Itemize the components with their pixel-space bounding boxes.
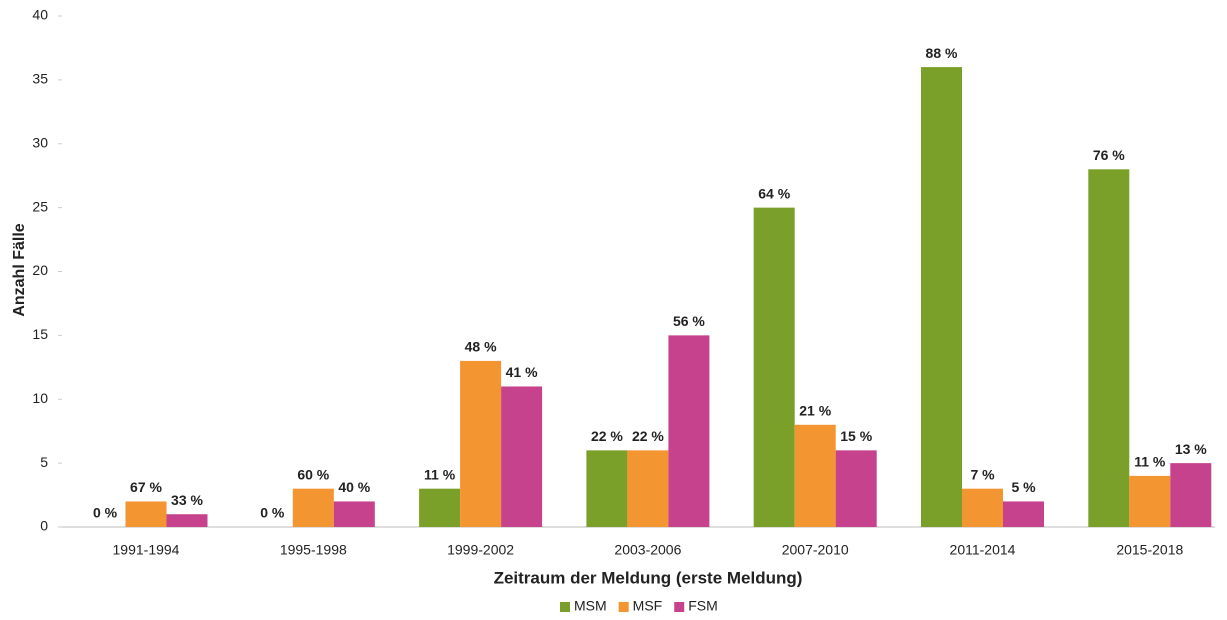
y-tick-label: 40 — [32, 7, 48, 23]
x-tick-label: 2003-2006 — [614, 542, 681, 558]
x-tick-label: 1995-1998 — [280, 542, 347, 558]
data-label: 60 % — [297, 466, 329, 482]
legend-swatch — [618, 602, 629, 612]
data-label: 41 % — [506, 364, 538, 380]
x-tick-label: 2011-2014 — [950, 542, 1016, 558]
bar — [125, 501, 167, 527]
data-label: 7 % — [970, 466, 995, 482]
bar — [921, 67, 962, 527]
bar — [1129, 475, 1171, 527]
data-label: 76 % — [1093, 147, 1125, 163]
data-label: 0 % — [260, 505, 285, 521]
bar — [794, 424, 836, 527]
y-tick-label: 30 — [32, 134, 48, 150]
x-tick-label: 1999-2002 — [447, 542, 514, 558]
bar — [460, 360, 502, 527]
y-tick-label: 25 — [32, 198, 48, 214]
legend-swatch — [674, 602, 685, 612]
data-label: 21 % — [799, 403, 831, 419]
data-label: 56 % — [673, 313, 705, 329]
legend-label: MSF — [633, 598, 663, 614]
y-axis-label: Anzahl Fälle — [11, 223, 28, 316]
y-tick-label: 15 — [32, 326, 48, 342]
x-tick-label: 2007-2010 — [782, 542, 849, 558]
legend-swatch — [560, 602, 570, 612]
bar — [835, 450, 877, 527]
data-label: 67 % — [130, 479, 162, 495]
x-axis-label: Zeitraum der Meldung (erste Meldung) — [494, 568, 803, 587]
bar — [1088, 169, 1130, 528]
legend-label: FSM — [688, 598, 718, 614]
bar — [1003, 501, 1044, 527]
data-label: 0 % — [93, 505, 118, 521]
bar — [962, 488, 1003, 527]
bar — [292, 488, 334, 527]
y-tick-label: 20 — [32, 262, 48, 278]
y-tick-label: 5 — [40, 454, 48, 470]
y-tick-label: 0 — [40, 518, 48, 534]
bar — [166, 514, 208, 527]
data-label: 88 % — [926, 45, 958, 61]
y-tick-label: 35 — [32, 71, 48, 87]
data-label: 11 % — [1134, 454, 1166, 470]
data-label: 48 % — [465, 339, 497, 355]
data-label: 5 % — [1011, 479, 1036, 495]
bar — [501, 386, 543, 527]
bar — [668, 335, 710, 527]
data-label: 11 % — [424, 466, 456, 482]
bar — [627, 450, 669, 527]
data-label: 15 % — [840, 428, 872, 444]
bar — [586, 450, 628, 527]
bar — [1170, 463, 1212, 527]
bar — [419, 488, 461, 527]
data-label: 33 % — [171, 492, 203, 508]
data-label: 22 % — [632, 428, 664, 444]
bar — [753, 207, 795, 527]
x-tick-label: 2015-2018 — [1116, 542, 1183, 558]
x-tick-label: 1991-1994 — [113, 542, 180, 558]
data-label: 40 % — [338, 479, 370, 495]
bar — [333, 501, 375, 527]
data-label: 64 % — [758, 185, 790, 201]
legend-label: MSM — [574, 598, 607, 614]
data-label: 22 % — [591, 428, 623, 444]
y-tick-label: 10 — [32, 390, 48, 406]
data-label: 13 % — [1175, 441, 1207, 457]
